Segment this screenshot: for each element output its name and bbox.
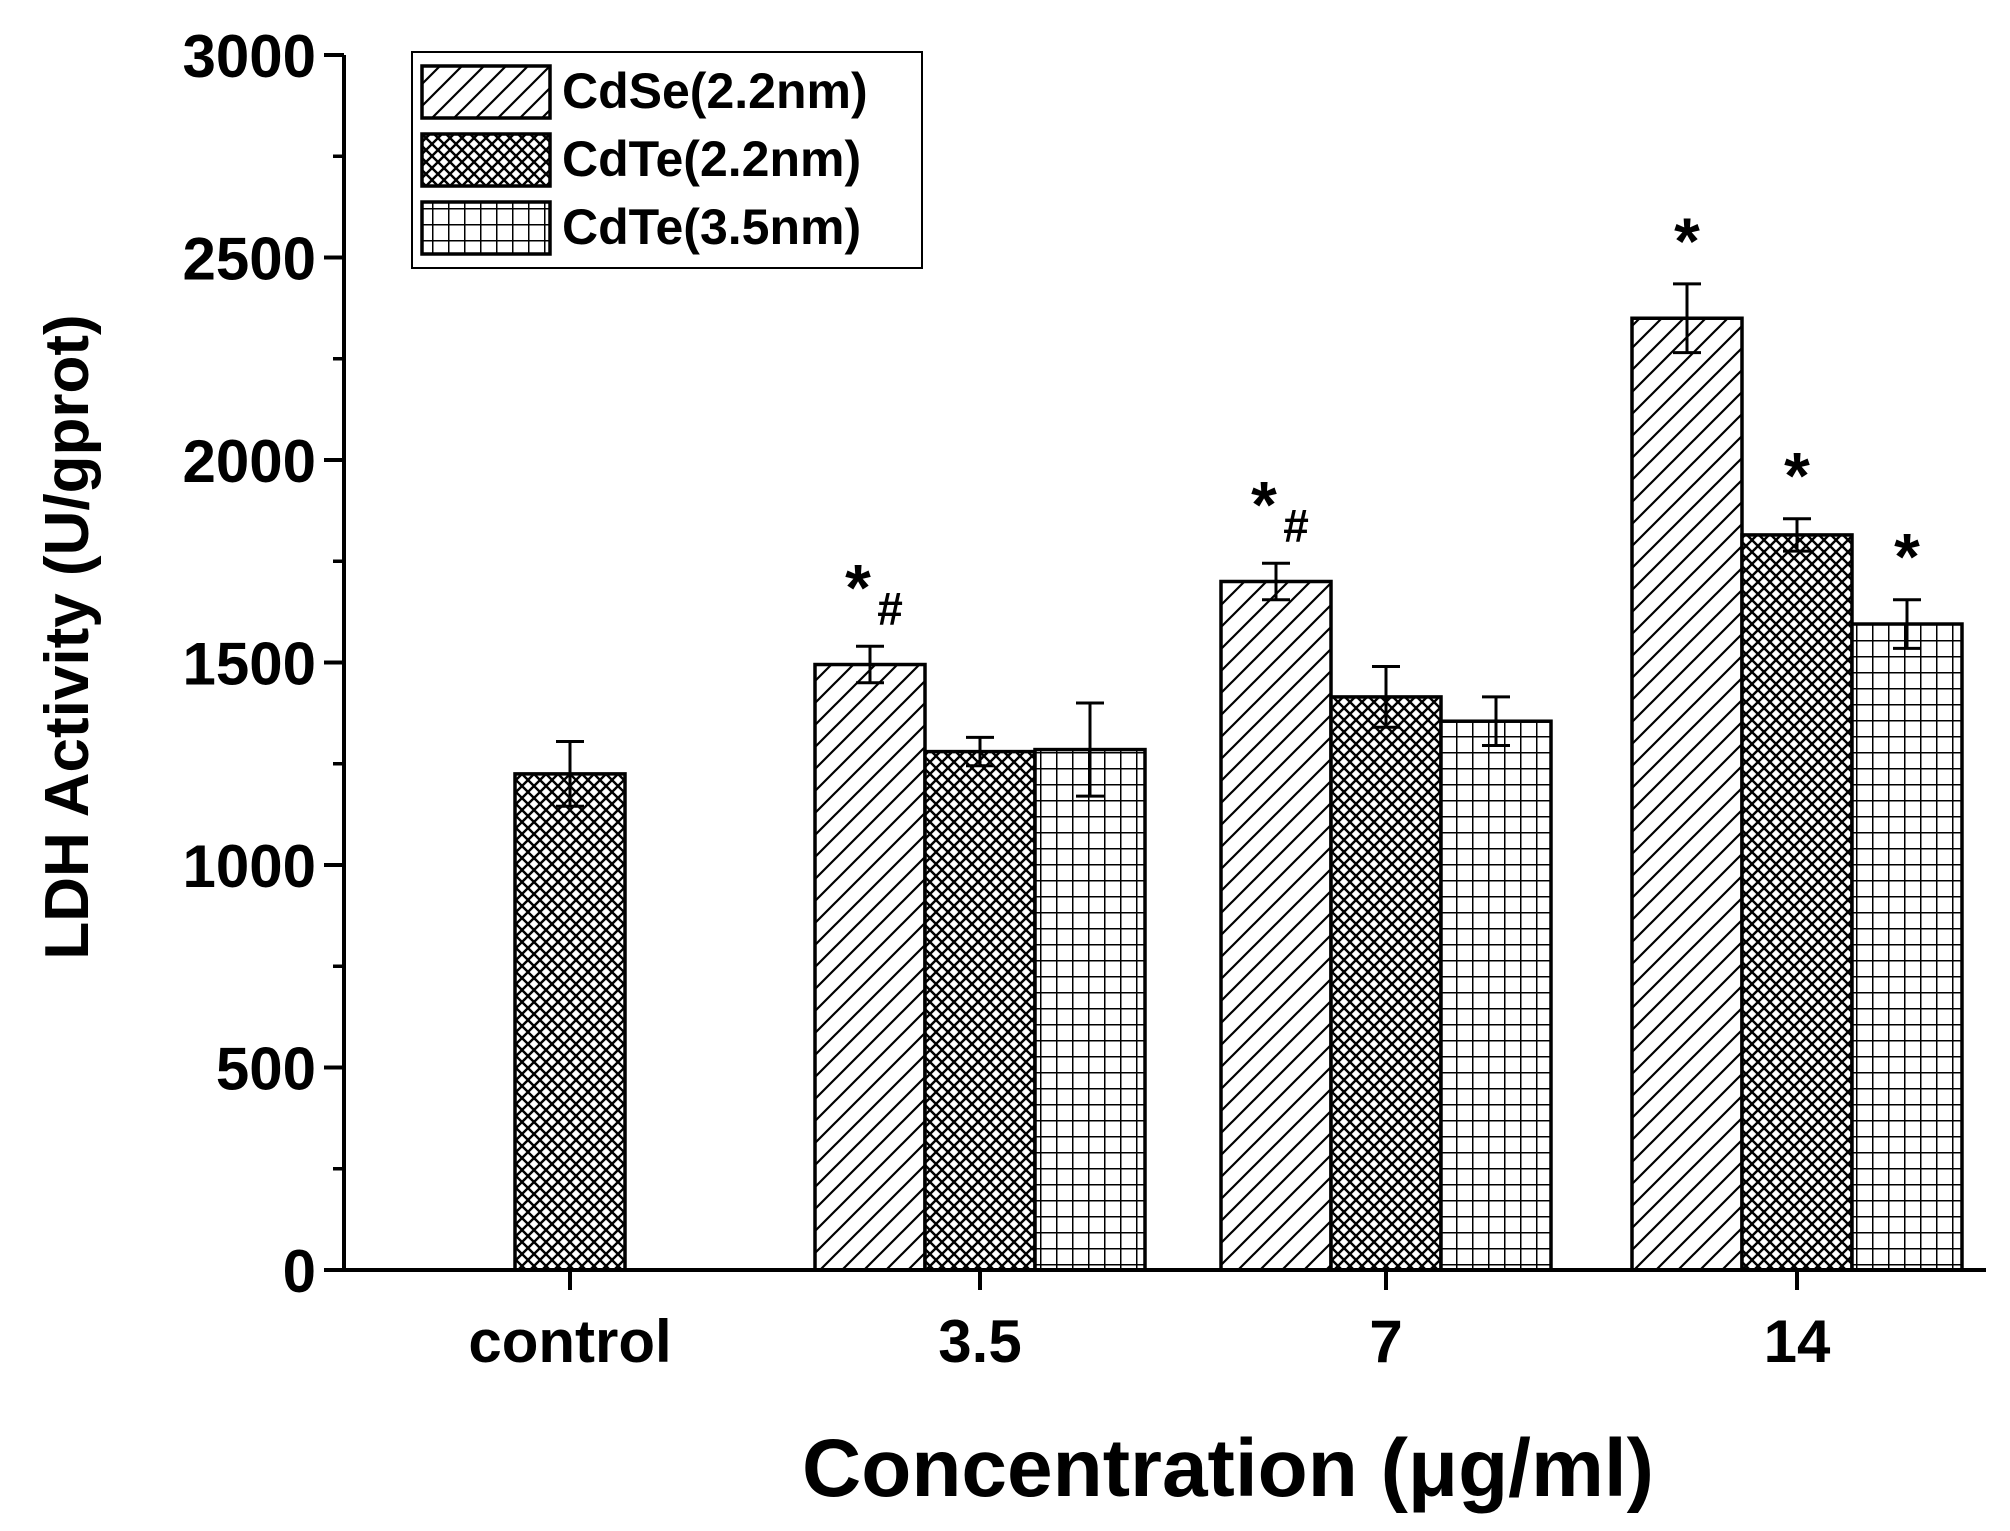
bar <box>1850 622 1964 1272</box>
y-tick-label: 1500 <box>183 631 316 698</box>
significance-star: * <box>1784 439 1810 513</box>
x-tick-label: 7 <box>1369 1308 1402 1375</box>
bar <box>923 749 1037 1272</box>
bar <box>813 662 927 1272</box>
bar <box>1740 533 1854 1272</box>
y-tick-label: 2000 <box>183 428 316 495</box>
legend-label: CdTe(3.5nm) <box>562 199 861 255</box>
legend-swatch <box>420 200 552 256</box>
x-axis-title: Concentration (μg/ml) <box>802 1423 1654 1514</box>
significance-star: * <box>845 550 871 624</box>
x-tick-label: control <box>468 1308 671 1375</box>
bar <box>1219 579 1333 1272</box>
significance-star: * <box>1894 520 1920 594</box>
x-tick-label: 3.5 <box>938 1308 1021 1375</box>
significance-hash: # <box>877 582 903 634</box>
significance-star: * <box>1251 467 1277 541</box>
significance-hash: # <box>1283 499 1309 551</box>
bar <box>513 772 627 1272</box>
legend-swatch <box>420 132 552 188</box>
bar <box>1329 695 1443 1272</box>
bar <box>1630 316 1744 1272</box>
y-tick-label: 1000 <box>183 833 316 900</box>
legend-label: CdTe(2.2nm) <box>562 131 861 187</box>
y-tick-label: 0 <box>283 1238 316 1305</box>
legend-swatch <box>420 64 552 120</box>
y-tick-label: 2500 <box>183 226 316 293</box>
y-axis-title: LDH Activity (U/gprot) <box>33 314 102 959</box>
y-tick-label: 500 <box>216 1036 316 1103</box>
significance-star: * <box>1674 204 1700 278</box>
bar <box>1439 719 1553 1272</box>
bar <box>1033 747 1147 1272</box>
y-tick-label: 3000 <box>183 23 316 90</box>
legend-label: CdSe(2.2nm) <box>562 63 868 119</box>
x-tick-label: 14 <box>1764 1308 1831 1375</box>
